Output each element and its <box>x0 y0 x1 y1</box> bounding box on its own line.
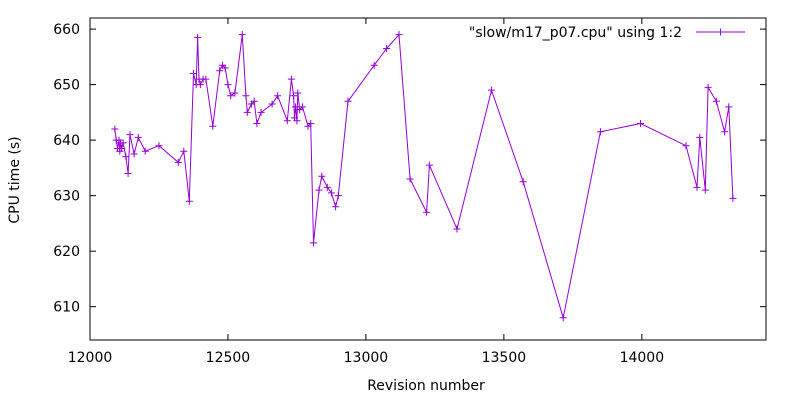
data-point <box>185 197 193 205</box>
data-point <box>725 103 733 111</box>
legend-marker <box>717 28 724 36</box>
data-point <box>126 131 134 139</box>
data-point <box>196 81 204 89</box>
data-point <box>124 169 132 177</box>
data-point <box>298 103 306 111</box>
data-point <box>141 147 149 155</box>
data-point <box>130 150 138 158</box>
y-tick-label: 620 <box>53 244 80 260</box>
data-point <box>704 83 712 91</box>
x-tick-label: 13500 <box>482 350 527 366</box>
legend-label: "slow/m17_p07.cpu" using 1:2 <box>469 25 682 41</box>
data-point <box>682 142 690 150</box>
data-point <box>332 203 340 211</box>
data-point <box>111 125 119 133</box>
data-point <box>243 108 251 116</box>
data-point <box>344 97 352 105</box>
data-point <box>701 186 709 194</box>
data-point <box>242 92 250 100</box>
data-point <box>274 92 282 100</box>
data-point <box>323 183 331 191</box>
data-point <box>636 119 644 127</box>
data-point <box>425 161 433 169</box>
series-line <box>114 33 734 318</box>
data-point <box>406 175 414 183</box>
x-tick-label: 14000 <box>620 350 665 366</box>
y-axis-label: CPU time (s) <box>7 136 23 223</box>
data-point <box>423 208 431 216</box>
data-point <box>292 103 300 111</box>
series-group <box>111 31 737 322</box>
y-tick-label: 630 <box>53 189 80 205</box>
data-point <box>209 122 217 130</box>
y-tick-label: 660 <box>53 22 80 38</box>
data-point <box>202 75 210 83</box>
data-point <box>395 31 403 39</box>
data-point <box>227 92 235 100</box>
data-point <box>327 189 335 197</box>
plot-frame <box>89 17 767 341</box>
y-tick-label: 640 <box>53 133 80 149</box>
data-point <box>487 86 495 94</box>
data-point <box>134 133 142 141</box>
data-point <box>155 142 163 150</box>
data-point <box>383 45 391 53</box>
data-point <box>283 117 291 125</box>
x-tick-label: 12500 <box>206 350 251 366</box>
data-point <box>194 33 202 41</box>
data-point <box>231 89 239 97</box>
data-point <box>216 67 224 75</box>
data-point <box>257 108 265 116</box>
data-point <box>118 144 126 152</box>
data-point <box>309 239 317 247</box>
y-tick-label: 650 <box>53 78 80 94</box>
data-point <box>268 100 276 108</box>
data-point <box>318 172 326 180</box>
data-point <box>180 147 188 155</box>
data-point <box>221 64 229 72</box>
data-point <box>122 153 130 161</box>
y-tick-label: 610 <box>53 300 80 316</box>
data-point <box>119 139 127 147</box>
data-point <box>287 75 295 83</box>
data-point <box>294 89 302 97</box>
data-point <box>189 70 197 78</box>
data-point <box>712 97 720 105</box>
x-axis-label: Revision number <box>367 378 485 394</box>
data-point <box>596 128 604 136</box>
data-point <box>290 92 298 100</box>
data-point <box>238 31 246 39</box>
data-point <box>253 119 261 127</box>
data-point <box>250 97 258 105</box>
data-point <box>559 314 567 322</box>
data-point <box>334 192 342 200</box>
data-point <box>224 81 232 89</box>
x-tick-label: 12000 <box>68 350 113 366</box>
data-point <box>721 128 729 136</box>
data-point <box>174 158 182 166</box>
data-point <box>693 183 701 191</box>
data-point <box>307 119 315 127</box>
plot-border <box>89 17 767 341</box>
data-point <box>696 133 704 141</box>
data-point <box>370 61 378 69</box>
data-point <box>729 194 737 202</box>
data-point <box>519 178 527 186</box>
x-tick-label: 13000 <box>344 350 389 366</box>
data-point <box>293 117 301 125</box>
legend: "slow/m17_p07.cpu" using 1:2 <box>469 25 745 41</box>
axis-ticks: 12000 12500 13000 13500 14000 610 620 630 640 650… <box>53 18 766 366</box>
data-point <box>453 225 461 233</box>
data-point <box>315 186 323 194</box>
